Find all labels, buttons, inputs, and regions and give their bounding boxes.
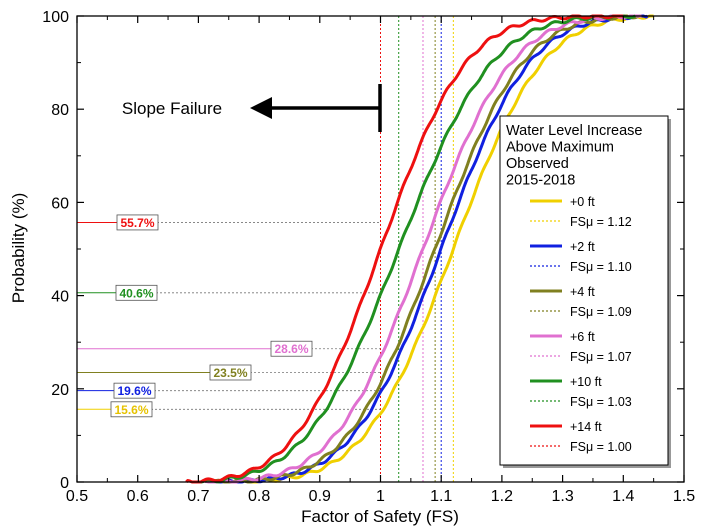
probability-label: 23.5% xyxy=(213,366,247,380)
y-tick-label: 20 xyxy=(51,382,69,399)
y-axis-label: Probability (%) xyxy=(9,193,28,304)
cdf-curve xyxy=(185,14,624,484)
probability-label-box xyxy=(209,364,252,381)
y-tick-label: 40 xyxy=(51,289,69,306)
legend-mean-label: FSμ = 1.09 xyxy=(570,305,632,319)
x-tick-label: 1.4 xyxy=(612,488,634,505)
x-tick-label: 1.5 xyxy=(673,488,695,505)
legend-series-name: +2 ft xyxy=(570,240,595,254)
legend-title: Observed xyxy=(506,156,569,172)
legend-title: 2015-2018 xyxy=(506,173,575,189)
failure-arrow-head xyxy=(250,97,272,119)
legend-series-name: +4 ft xyxy=(570,285,595,299)
slope-failure-label: Slope Failure xyxy=(122,99,222,118)
y-tick-label: 60 xyxy=(51,195,69,212)
probability-label-box xyxy=(270,340,313,357)
x-tick-label: 0.5 xyxy=(66,488,88,505)
legend-series-name: +14 ft xyxy=(570,420,602,434)
legend-box xyxy=(499,115,669,466)
probability-label: 40.6% xyxy=(119,286,153,300)
x-tick-label: 0.9 xyxy=(309,488,331,505)
probability-label: 19.6% xyxy=(117,384,151,398)
x-tick-label: 1.1 xyxy=(430,488,452,505)
x-tick-label: 1 xyxy=(376,488,385,505)
legend-mean-label: FSμ = 1.12 xyxy=(570,215,632,229)
probability-label: 28.6% xyxy=(274,342,308,356)
probability-label: 15.6% xyxy=(114,403,148,417)
x-tick-label: 0.8 xyxy=(248,488,270,505)
legend-mean-label: FSμ = 1.03 xyxy=(570,395,632,409)
legend-mean-label: FSμ = 1.10 xyxy=(570,260,632,274)
legend-series-name: +0 ft xyxy=(570,195,595,209)
legend-series-name: +6 ft xyxy=(570,330,595,344)
y-tick-label: 100 xyxy=(42,9,69,26)
x-tick-label: 0.7 xyxy=(187,488,209,505)
legend-series-name: +10 ft xyxy=(570,375,602,389)
probability-label-box xyxy=(110,401,153,418)
x-tick-label: 1.2 xyxy=(491,488,513,505)
legend-mean-label: FSμ = 1.07 xyxy=(570,350,632,364)
legend-title: Above Maximum xyxy=(506,140,614,156)
x-tick-label: 1.3 xyxy=(551,488,573,505)
legend-title: Water Level Increase xyxy=(506,123,642,139)
probability-label-box xyxy=(115,284,158,301)
probability-label: 55.7% xyxy=(120,216,154,230)
x-tick-label: 0.6 xyxy=(127,488,149,505)
probability-label-box xyxy=(113,382,156,399)
probability-label-box xyxy=(116,214,159,231)
y-tick-label: 0 xyxy=(60,475,69,492)
legend-mean-label: FSμ = 1.00 xyxy=(570,440,632,454)
x-axis-label: Factor of Safety (FS) xyxy=(301,507,459,526)
y-tick-label: 80 xyxy=(51,102,69,119)
